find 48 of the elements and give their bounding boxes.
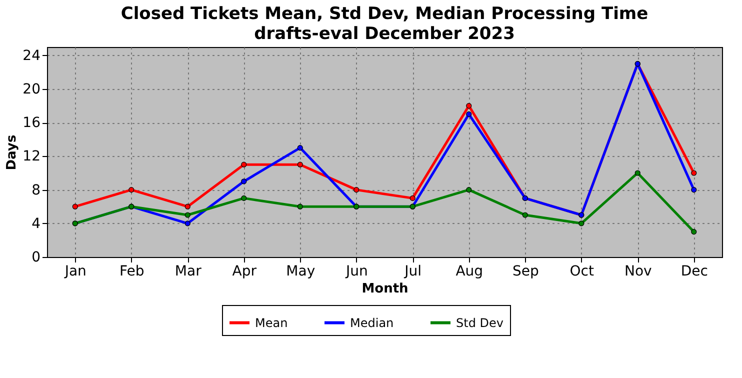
x-tick-label: Aug — [456, 264, 484, 280]
point — [691, 170, 697, 176]
point — [466, 187, 472, 193]
point — [578, 220, 584, 226]
y-tick-label: 20 — [22, 82, 40, 98]
point — [184, 220, 190, 226]
chart-subtitle: drafts-eval December 2023 — [254, 24, 515, 44]
point — [466, 103, 472, 109]
point — [184, 204, 190, 210]
point — [297, 204, 303, 210]
point — [466, 111, 472, 117]
x-tick-label: Nov — [624, 264, 652, 280]
point — [128, 187, 134, 193]
x-tick-label: May — [286, 264, 316, 280]
point — [354, 187, 360, 193]
y-tick-label: 24 — [22, 48, 41, 64]
point — [72, 204, 78, 210]
point — [241, 195, 247, 201]
x-tick-label: Sep — [512, 264, 539, 280]
legend-label: Median — [350, 316, 394, 330]
point — [691, 187, 697, 193]
y-tick-label: 4 — [32, 216, 41, 232]
chart-title: Closed Tickets Mean, Std Dev, Median Processing Time — [120, 4, 648, 24]
y-tick-label: 0 — [32, 250, 40, 266]
y-tick-label: 16 — [22, 115, 41, 132]
x-tick-label: Oct — [570, 264, 594, 280]
x-tick-label: Dec — [680, 264, 708, 280]
point — [634, 170, 640, 176]
x-tick-label: Jun — [344, 264, 368, 280]
y-axis-title: Days — [4, 134, 20, 170]
x-tick-label: Jul — [404, 264, 422, 280]
point — [241, 178, 247, 184]
point — [522, 212, 528, 218]
point — [691, 229, 697, 235]
point — [241, 162, 247, 168]
point — [297, 162, 303, 168]
x-axis-title: Month — [362, 282, 408, 296]
x-tick-label: Apr — [232, 264, 257, 280]
y-tick-label: 12 — [22, 148, 40, 165]
x-tick-label: Jan — [64, 264, 86, 280]
point — [184, 212, 190, 218]
x-tick-label: Mar — [174, 264, 202, 280]
legend-label: Mean — [255, 316, 288, 330]
point — [410, 195, 416, 201]
legend-label: Std Dev — [456, 316, 504, 330]
x-tick-label: Feb — [119, 264, 144, 280]
y-tick-label: 8 — [32, 182, 40, 198]
point — [297, 145, 303, 151]
